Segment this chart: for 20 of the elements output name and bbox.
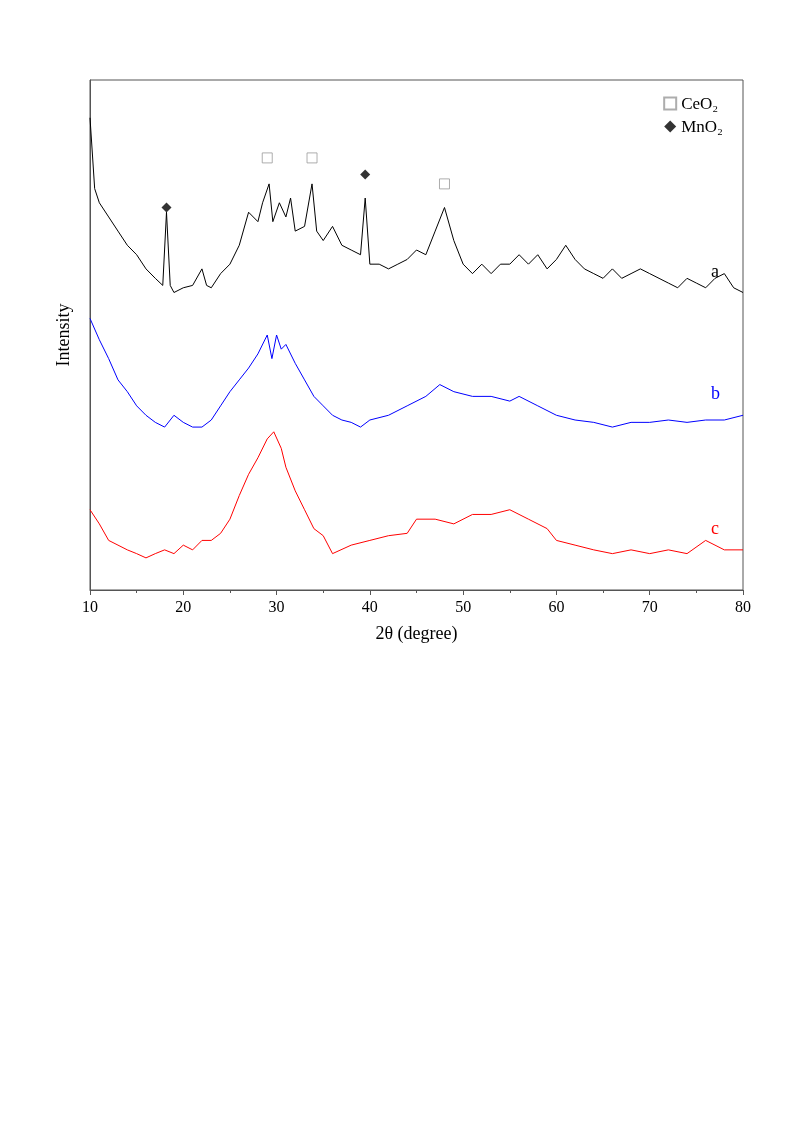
x-axis-title: 2θ (degree): [375, 623, 458, 644]
point: [438, 178, 450, 190]
x-tick-label: 70: [641, 597, 658, 615]
series-label: b: [711, 383, 720, 404]
point: [161, 202, 172, 213]
series-label: c: [711, 517, 719, 538]
x-tick-label: 60: [548, 597, 565, 615]
x-tick-label: 50: [455, 597, 472, 615]
x-tick-label: 30: [268, 597, 285, 615]
legend-label: CeO₂: [681, 94, 719, 113]
x-tick-label: 10: [82, 597, 98, 615]
x-tick-label: 80: [735, 597, 751, 615]
point: [360, 169, 371, 180]
series-label: a: [711, 260, 719, 281]
x-tick-label: 20: [175, 597, 192, 615]
legend-label: MnO₂: [681, 117, 724, 136]
point: [261, 152, 273, 164]
point: [306, 152, 318, 164]
y-axis-title: Intensity: [53, 303, 73, 367]
x-tick-label: 40: [361, 597, 378, 615]
